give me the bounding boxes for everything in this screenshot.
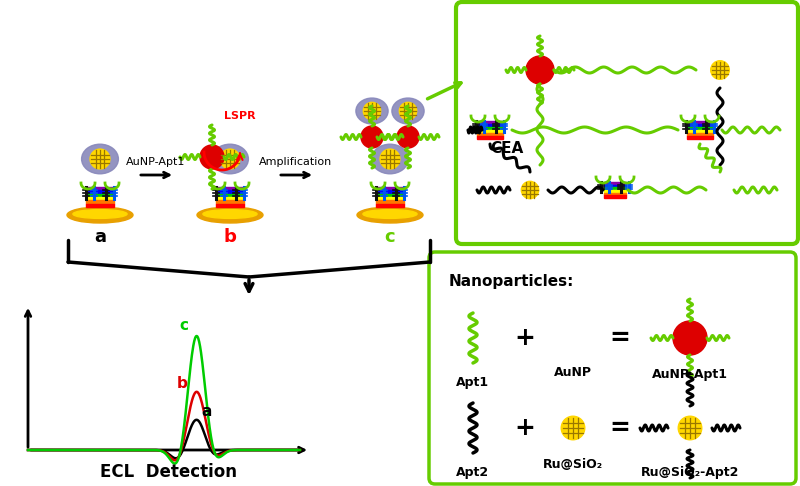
Text: c: c (385, 228, 395, 246)
Ellipse shape (551, 410, 595, 446)
FancyBboxPatch shape (429, 252, 796, 484)
Circle shape (522, 181, 538, 199)
Ellipse shape (514, 177, 546, 203)
Bar (86, 204, 114, 207)
Text: a: a (202, 404, 212, 419)
Ellipse shape (392, 98, 424, 124)
Ellipse shape (211, 144, 248, 174)
Ellipse shape (67, 207, 133, 223)
Bar (86, 191, 114, 193)
Ellipse shape (82, 144, 118, 174)
Text: AuNP: AuNP (554, 366, 592, 379)
Text: a: a (94, 228, 106, 246)
Text: Apt2: Apt2 (457, 466, 490, 479)
Circle shape (555, 320, 591, 356)
Circle shape (562, 416, 585, 440)
Ellipse shape (702, 56, 738, 84)
Bar (376, 200, 404, 204)
Ellipse shape (73, 209, 127, 218)
Bar (216, 187, 244, 191)
Text: Amplification: Amplification (259, 157, 333, 167)
Text: +: + (514, 416, 535, 440)
Text: Ru@SiO₂: Ru@SiO₂ (543, 458, 603, 471)
Circle shape (361, 126, 383, 148)
Bar (604, 182, 626, 185)
Circle shape (706, 176, 734, 204)
Text: b: b (223, 228, 237, 246)
Circle shape (200, 145, 224, 169)
Bar (604, 185, 626, 187)
Bar (604, 195, 626, 198)
Bar (477, 127, 503, 130)
Text: LSPR: LSPR (224, 111, 256, 121)
Bar (687, 136, 713, 139)
Text: b: b (177, 376, 187, 391)
Bar (687, 127, 713, 130)
Bar (86, 197, 114, 200)
Circle shape (90, 149, 110, 169)
Bar (86, 193, 114, 197)
Circle shape (380, 149, 400, 169)
Bar (477, 124, 503, 127)
Text: Nanoparticles:: Nanoparticles: (449, 274, 574, 289)
Bar (216, 191, 244, 193)
Bar (376, 193, 404, 197)
FancyBboxPatch shape (456, 2, 798, 244)
Ellipse shape (668, 410, 712, 446)
Bar (216, 204, 244, 207)
Bar (687, 124, 713, 127)
Text: c: c (180, 318, 189, 333)
Bar (216, 197, 244, 200)
Bar (477, 136, 503, 139)
Bar (86, 200, 114, 204)
Bar (376, 204, 404, 207)
Text: +: + (514, 326, 535, 350)
Bar (604, 190, 626, 192)
Text: ECL  Detection: ECL Detection (101, 463, 238, 481)
Bar (376, 197, 404, 200)
Ellipse shape (363, 209, 417, 218)
Bar (604, 187, 626, 190)
Bar (376, 187, 404, 191)
Text: AuNP-Apt1: AuNP-Apt1 (652, 368, 728, 381)
Bar (687, 130, 713, 133)
Bar (687, 121, 713, 124)
Circle shape (673, 321, 707, 355)
Ellipse shape (197, 207, 263, 223)
Text: =: = (610, 416, 630, 440)
Bar (604, 192, 626, 195)
Bar (477, 133, 503, 136)
Ellipse shape (356, 98, 388, 124)
Bar (216, 193, 244, 197)
Text: AuNP-Apt1: AuNP-Apt1 (126, 157, 186, 167)
Circle shape (397, 126, 419, 148)
Ellipse shape (357, 207, 423, 223)
Bar (477, 130, 503, 133)
Circle shape (526, 56, 554, 84)
Bar (376, 191, 404, 193)
Text: =: = (610, 326, 630, 350)
Ellipse shape (203, 209, 257, 218)
Bar (687, 133, 713, 136)
Circle shape (710, 61, 730, 79)
Bar (216, 200, 244, 204)
Circle shape (678, 416, 702, 440)
Ellipse shape (371, 144, 408, 174)
Circle shape (399, 103, 417, 120)
Circle shape (220, 149, 240, 169)
Circle shape (363, 103, 381, 120)
Text: Ru@SiO₂-Apt2: Ru@SiO₂-Apt2 (641, 466, 739, 479)
Bar (86, 187, 114, 191)
Bar (477, 121, 503, 124)
Text: CEA: CEA (490, 140, 523, 156)
Text: Apt1: Apt1 (457, 376, 490, 389)
